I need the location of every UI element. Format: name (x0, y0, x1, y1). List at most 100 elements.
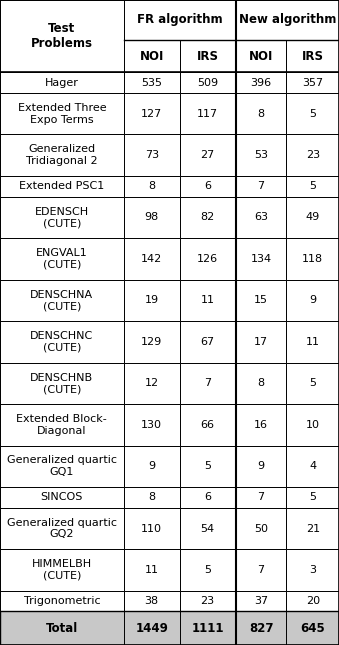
Text: 27: 27 (200, 150, 215, 160)
Text: 7: 7 (257, 565, 265, 575)
Text: 38: 38 (145, 596, 159, 606)
Text: 127: 127 (141, 109, 162, 119)
Text: 11: 11 (201, 295, 215, 305)
Bar (286, 72, 339, 93)
Bar (0, 0, 124, 72)
Text: FR algorithm: FR algorithm (137, 14, 222, 26)
Bar (124, 321, 180, 362)
Bar (0, 591, 124, 611)
Bar (286, 362, 339, 404)
Bar (180, 487, 236, 508)
Bar (124, 176, 180, 197)
Bar (236, 72, 286, 93)
Text: 5: 5 (309, 181, 316, 192)
Bar (286, 404, 339, 446)
Bar (180, 72, 236, 93)
Bar (236, 0, 339, 40)
Text: Trigonometric: Trigonometric (23, 596, 100, 606)
Text: Hager: Hager (45, 77, 79, 88)
Text: 6: 6 (204, 492, 211, 502)
Bar (236, 176, 286, 197)
Text: 23: 23 (306, 150, 320, 160)
Text: 4: 4 (309, 461, 316, 471)
Text: 142: 142 (141, 254, 162, 264)
Text: Generalized quartic
GQ2: Generalized quartic GQ2 (7, 518, 117, 539)
Text: 3: 3 (309, 565, 316, 575)
Bar (286, 280, 339, 321)
Bar (236, 93, 286, 134)
Bar (236, 550, 286, 591)
Text: 66: 66 (201, 420, 215, 430)
Text: 5: 5 (309, 109, 316, 119)
Text: 118: 118 (302, 254, 323, 264)
Text: 130: 130 (141, 420, 162, 430)
Bar (0, 362, 124, 404)
Text: 117: 117 (197, 109, 218, 119)
Bar (236, 197, 286, 238)
Bar (0, 197, 124, 238)
Text: New algorithm: New algorithm (239, 14, 336, 26)
Bar (0, 238, 124, 280)
Bar (286, 487, 339, 508)
Bar (180, 93, 236, 134)
Bar (236, 446, 286, 487)
Bar (286, 550, 339, 591)
Text: Extended Three
Expo Terms: Extended Three Expo Terms (18, 103, 106, 124)
Text: Extended Block-
Diagonal: Extended Block- Diagonal (17, 414, 107, 435)
Bar (0, 321, 124, 362)
Bar (124, 238, 180, 280)
Text: 396: 396 (251, 77, 272, 88)
Text: 5: 5 (204, 565, 211, 575)
Text: EDENSCH
(CUTE): EDENSCH (CUTE) (35, 206, 89, 228)
Text: 11: 11 (145, 565, 159, 575)
Text: 17: 17 (254, 337, 268, 347)
Text: Generalized quartic
GQ1: Generalized quartic GQ1 (7, 455, 117, 477)
Bar (180, 40, 236, 72)
Text: 9: 9 (309, 295, 316, 305)
Text: 20: 20 (306, 596, 320, 606)
Bar (180, 362, 236, 404)
Text: 67: 67 (201, 337, 215, 347)
Bar (124, 197, 180, 238)
Bar (124, 404, 180, 446)
Bar (236, 487, 286, 508)
Bar (124, 93, 180, 134)
Text: 1449: 1449 (135, 622, 168, 635)
Text: 7: 7 (257, 492, 265, 502)
Bar (0, 611, 339, 645)
Text: 5: 5 (309, 379, 316, 388)
Bar (236, 40, 286, 72)
Text: 37: 37 (254, 596, 268, 606)
Bar (124, 508, 180, 550)
Text: 11: 11 (306, 337, 320, 347)
Text: 54: 54 (201, 524, 215, 533)
Bar (124, 362, 180, 404)
Bar (286, 176, 339, 197)
Text: Extended PSC1: Extended PSC1 (19, 181, 104, 192)
Text: 19: 19 (145, 295, 159, 305)
Text: 10: 10 (306, 420, 320, 430)
Bar (124, 280, 180, 321)
Bar (0, 72, 124, 93)
Text: 23: 23 (201, 596, 215, 606)
Text: ENGVAL1
(CUTE): ENGVAL1 (CUTE) (36, 248, 88, 270)
Text: NOI: NOI (140, 50, 164, 63)
Text: 21: 21 (306, 524, 320, 533)
Bar (124, 0, 236, 40)
Bar (180, 134, 236, 176)
Text: 357: 357 (302, 77, 323, 88)
Bar (180, 591, 236, 611)
Bar (236, 591, 286, 611)
Text: NOI: NOI (249, 50, 273, 63)
Bar (124, 40, 180, 72)
Bar (180, 508, 236, 550)
Text: 6: 6 (204, 181, 211, 192)
Bar (286, 134, 339, 176)
Text: 509: 509 (197, 77, 218, 88)
Bar (124, 591, 180, 611)
Bar (180, 321, 236, 362)
Bar (124, 72, 180, 93)
Text: 16: 16 (254, 420, 268, 430)
Text: 8: 8 (257, 109, 265, 119)
Bar (286, 40, 339, 72)
